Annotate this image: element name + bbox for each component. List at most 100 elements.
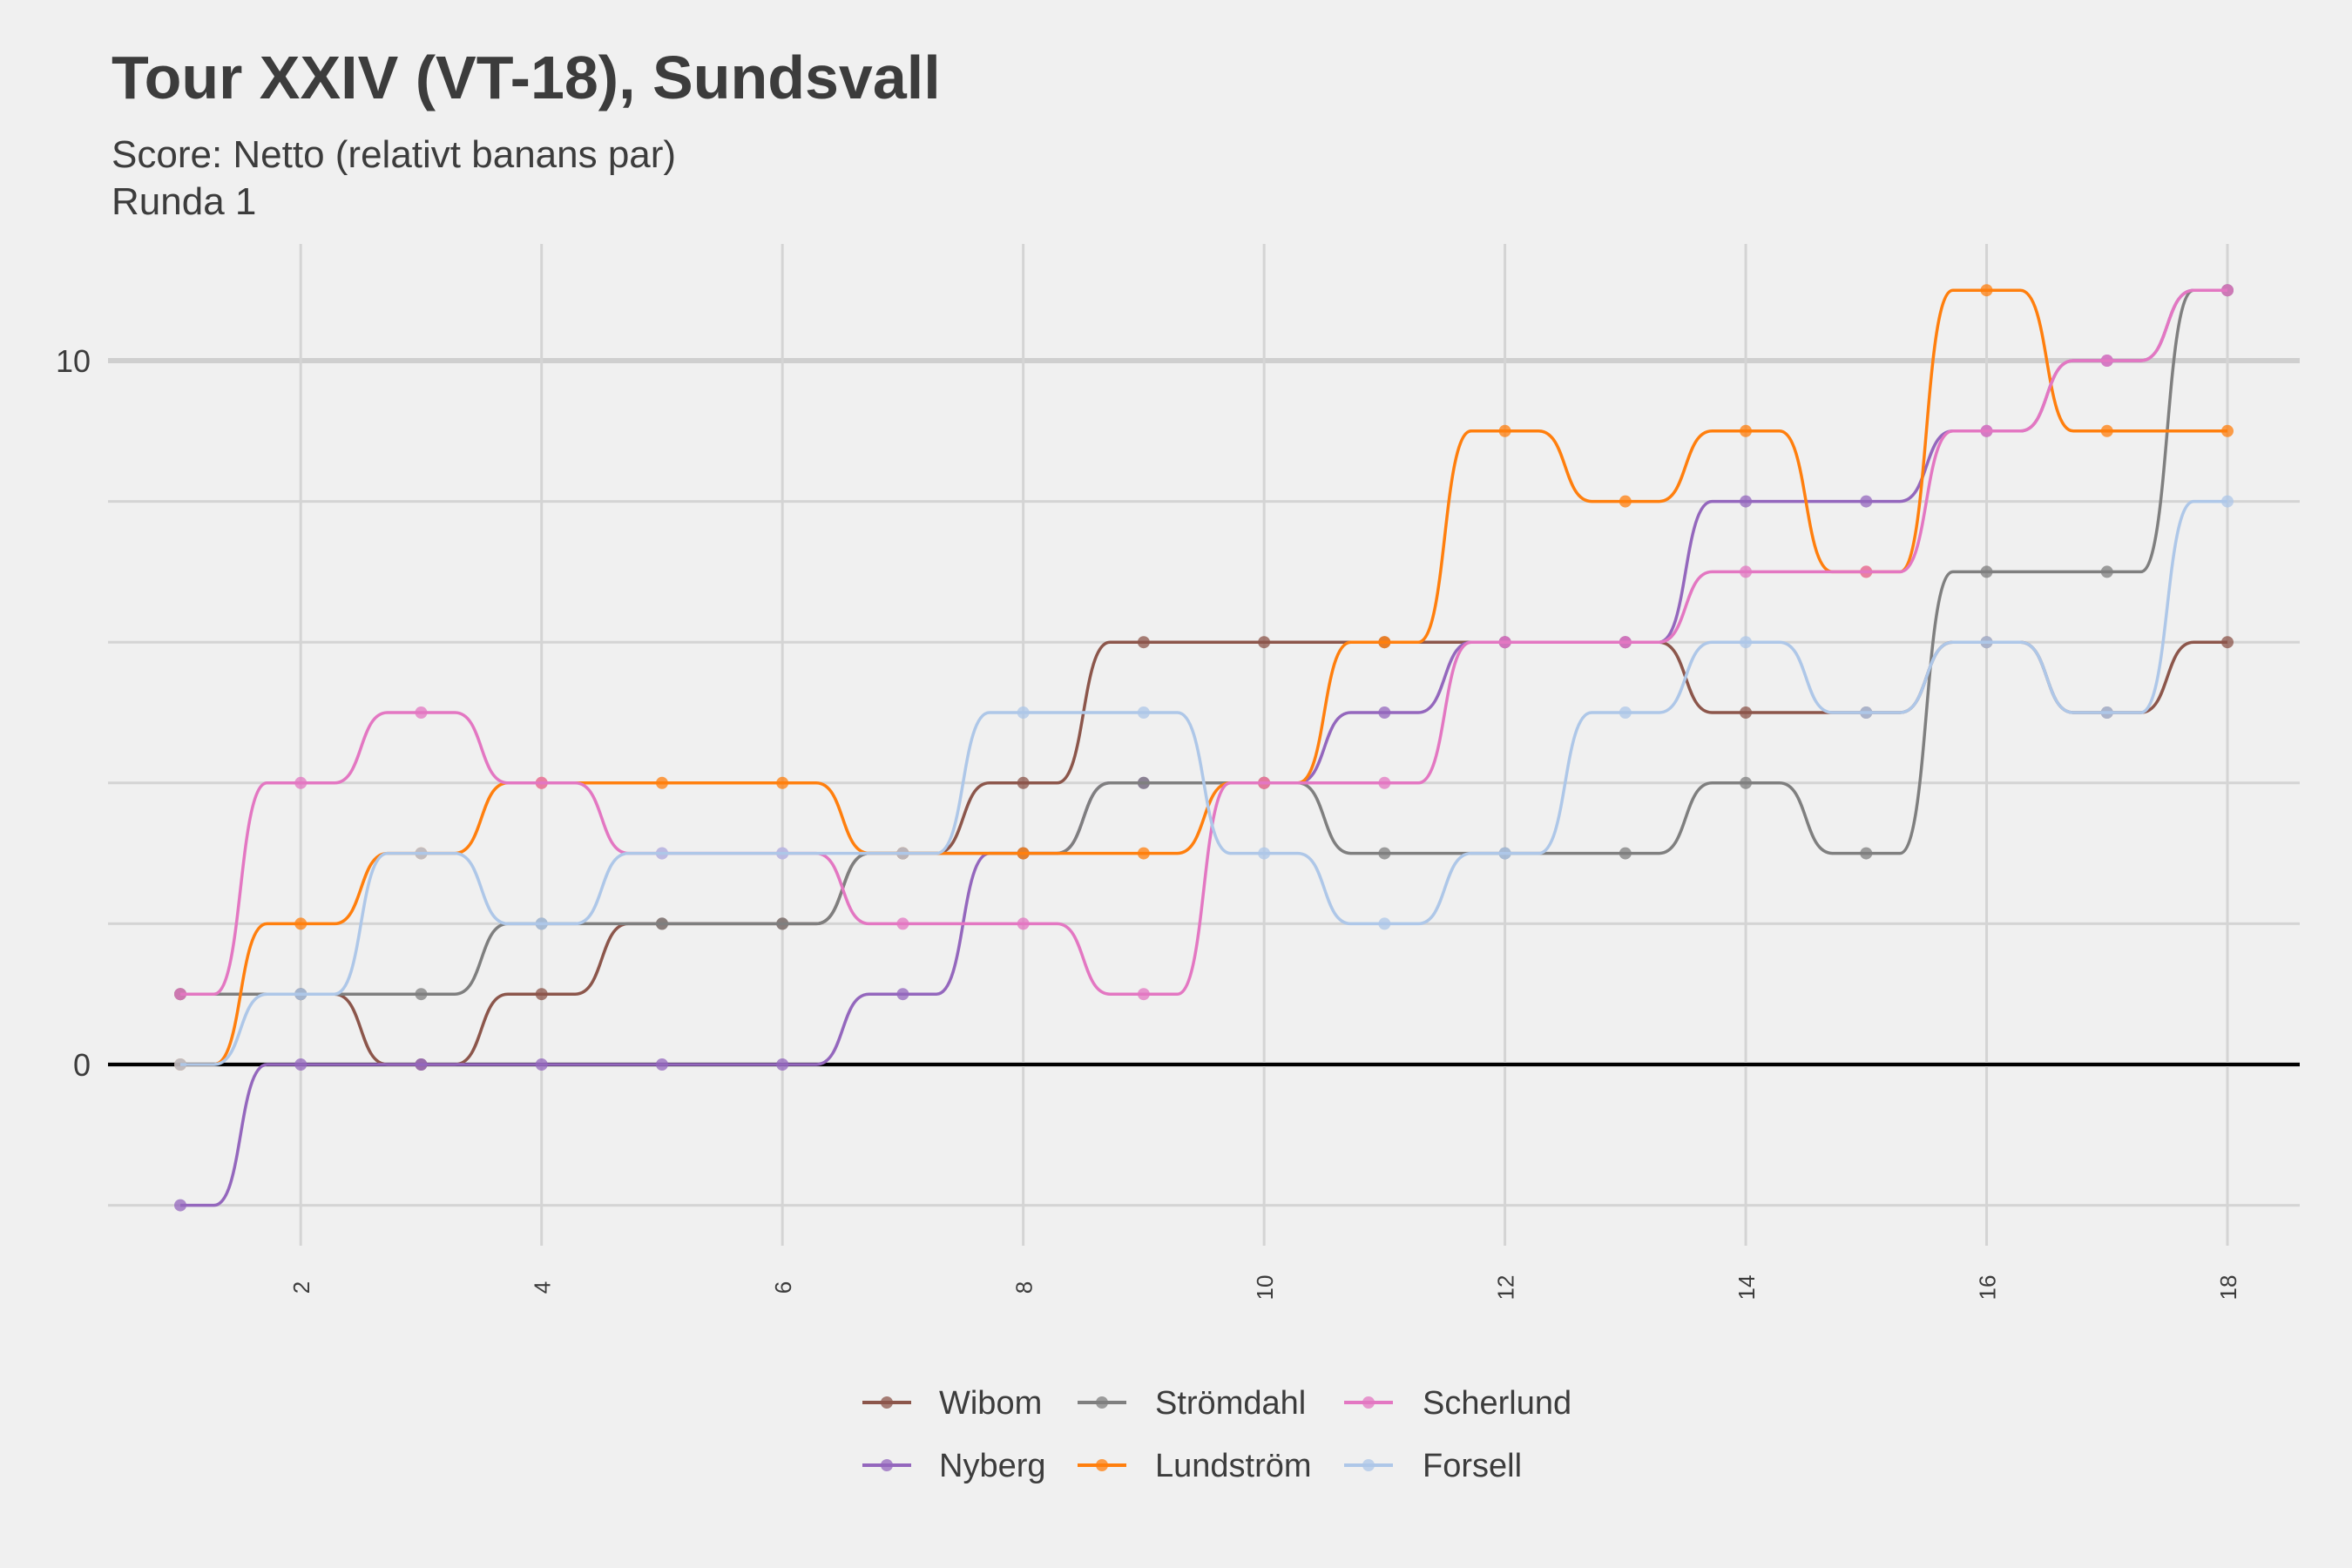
point-stromdahl: [415, 988, 428, 1001]
point-scherlund: [1980, 424, 1993, 437]
point-stromdahl: [655, 917, 668, 930]
point-lundstrom: [1740, 424, 1753, 437]
y-tick-label: 10: [56, 343, 91, 379]
point-forsell: [1017, 706, 1030, 719]
series-line-forsell: [180, 499, 2227, 1066]
point-forsell: [294, 988, 308, 1001]
chart-title: Tour XXIV (VT-18), Sundsvall: [112, 44, 941, 112]
legend-label-lundstrom: Lundström: [1155, 1448, 1312, 1484]
point-lundstrom: [294, 917, 308, 930]
point-forsell: [776, 847, 789, 860]
point-stromdahl: [776, 917, 789, 930]
point-scherlund: [294, 776, 308, 789]
x-tick-label: 16: [1975, 1275, 2001, 1301]
point-nyberg: [1740, 495, 1753, 508]
point-scherlund: [1378, 776, 1391, 789]
point-forsell: [174, 1058, 186, 1071]
point-lundstrom: [1619, 495, 1632, 508]
y-tick-label: 0: [73, 1047, 91, 1083]
point-stromdahl: [1619, 847, 1632, 860]
x-tick-label: 10: [1252, 1275, 1278, 1301]
series-line-scherlund: [180, 288, 2227, 996]
point-scherlund: [1619, 636, 1632, 649]
point-scherlund: [1740, 565, 1753, 578]
point-lundstrom: [2221, 424, 2234, 437]
x-tick-label: 6: [770, 1281, 796, 1294]
point-lundstrom: [1378, 636, 1391, 649]
x-tick-label: 14: [1734, 1275, 1760, 1301]
chart-subtitle-line-1: Score: Netto (relativt banans par): [112, 133, 676, 176]
point-nyberg: [415, 1058, 428, 1071]
legend: Wibom Nyberg Strömdahl Lundström Scherlund Fo…: [862, 1385, 1571, 1484]
point-scherlund: [1137, 988, 1150, 1001]
series-line-wibom: [180, 640, 2227, 1066]
point-nyberg: [535, 1058, 548, 1071]
point-forsell: [1740, 636, 1753, 649]
series-line-nyberg: [180, 288, 2227, 1207]
x-tick-label: 2: [288, 1281, 314, 1294]
legend-key-point-scherlund: [1362, 1396, 1375, 1409]
legend-label-forsell: Forsell: [1423, 1448, 1522, 1484]
point-wibom: [1258, 636, 1271, 649]
point-nyberg: [1860, 495, 1873, 508]
point-stromdahl: [1980, 565, 1993, 578]
point-lundstrom: [1137, 847, 1150, 860]
point-nyberg: [655, 1058, 668, 1071]
point-forsell: [896, 847, 909, 860]
series-line-lundstrom: [180, 288, 2227, 1066]
legend-label-stromdahl: Strömdahl: [1155, 1385, 1306, 1422]
legend-key-point-stromdahl: [1096, 1396, 1108, 1409]
point-lundstrom: [1980, 284, 1993, 297]
point-forsell: [1860, 706, 1873, 719]
point-lundstrom: [1017, 847, 1030, 860]
point-scherlund: [535, 776, 548, 789]
legend-key-point-forsell: [1362, 1459, 1375, 1471]
point-wibom: [535, 988, 548, 1001]
x-tick-label: 18: [2215, 1275, 2241, 1301]
point-scherlund: [1258, 776, 1271, 789]
point-nyberg: [294, 1058, 308, 1071]
legend-label-scherlund: Scherlund: [1423, 1385, 1571, 1422]
point-scherlund: [415, 706, 428, 719]
point-forsell: [2221, 495, 2234, 508]
point-stromdahl: [1137, 776, 1150, 789]
point-lundstrom: [776, 776, 789, 789]
point-stromdahl: [1860, 847, 1873, 860]
point-nyberg: [174, 1199, 186, 1212]
legend-label-nyberg: Nyberg: [939, 1448, 1046, 1484]
point-nyberg: [1378, 706, 1391, 719]
point-stromdahl: [2100, 565, 2113, 578]
point-wibom: [2221, 636, 2234, 649]
point-stromdahl: [1378, 847, 1391, 860]
point-scherlund: [2100, 355, 2113, 367]
chart-subtitle-line-2: Runda 1: [112, 180, 256, 223]
legend-key-point-nyberg: [881, 1459, 893, 1471]
point-wibom: [1740, 706, 1753, 719]
plot-area: 0 10 2 4 6 8 10 12 14 16 18: [56, 244, 2300, 1300]
point-scherlund: [2221, 284, 2234, 297]
point-scherlund: [174, 988, 186, 1001]
point-forsell: [1258, 847, 1271, 860]
x-tick-label: 12: [1493, 1275, 1519, 1301]
point-lundstrom: [655, 776, 668, 789]
point-scherlund: [896, 917, 909, 930]
legend-key-point-lundstrom: [1096, 1459, 1108, 1471]
point-lundstrom: [1498, 424, 1511, 437]
point-forsell: [1619, 706, 1632, 719]
point-forsell: [1137, 706, 1150, 719]
point-lundstrom: [2100, 424, 2113, 437]
point-forsell: [1378, 917, 1391, 930]
legend-key-point-wibom: [881, 1396, 893, 1409]
x-tick-label: 4: [530, 1281, 556, 1294]
point-forsell: [415, 847, 428, 860]
point-wibom: [1137, 636, 1150, 649]
point-scherlund: [1498, 636, 1511, 649]
legend-label-wibom: Wibom: [939, 1385, 1042, 1422]
point-forsell: [535, 917, 548, 930]
point-scherlund: [1017, 917, 1030, 930]
point-forsell: [1498, 847, 1511, 860]
point-forsell: [2100, 706, 2113, 719]
point-wibom: [1017, 776, 1030, 789]
point-stromdahl: [1740, 776, 1753, 789]
